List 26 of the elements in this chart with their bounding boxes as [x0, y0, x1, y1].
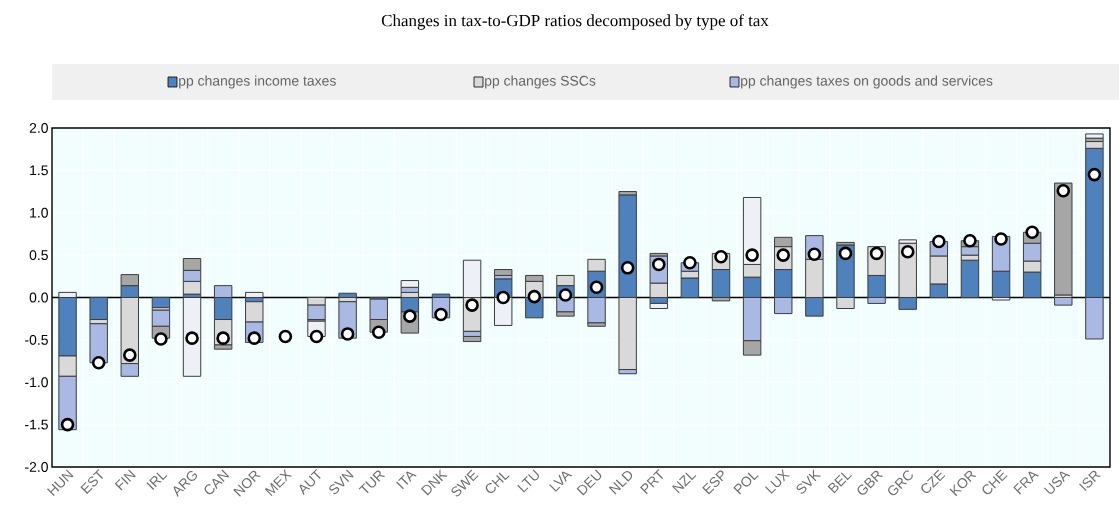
x-tick-label: TUR — [358, 470, 386, 494]
legend-label: pp changes SSCs — [485, 75, 596, 89]
y-tick-label: 0.5 — [29, 250, 48, 261]
x-tick-label: LTU — [517, 469, 539, 493]
x-tick-label: ITA — [396, 471, 417, 490]
x-tick-label: FRA — [1013, 471, 1039, 495]
legend-label: pp changes taxes on goods and services — [741, 75, 993, 89]
y-tick-label: -1.5 — [25, 419, 48, 430]
y-tick-label: 1.5 — [30, 165, 48, 176]
x-tick-label: FIN — [114, 469, 136, 491]
y-tick-label: 2.0 — [29, 123, 48, 133]
x-tick-label: CHL — [485, 472, 510, 494]
x-tick-label: BEL — [827, 472, 852, 494]
x-tick-label: ISR — [1078, 470, 1101, 492]
x-tick-label: USA — [1043, 471, 1071, 494]
y-tick-label: -0.5 — [25, 334, 48, 345]
y-tick-label: 1.0 — [30, 207, 48, 218]
x-tick-label: IRL — [146, 472, 168, 490]
y-tick-label: -1.0 — [25, 377, 48, 388]
chart-title: Changes in tax-to-GDP ratios decomposed by type of tax — [381, 14, 769, 30]
x-tick-label: LVA — [549, 471, 573, 492]
x-tick-label: POL — [733, 472, 759, 495]
y-tick-label: -2.0 — [25, 462, 48, 472]
x-tick-label: NZL — [672, 472, 697, 494]
legend-label: pp changes income taxes — [179, 75, 336, 89]
y-tick-label: 0.0 — [29, 292, 48, 303]
